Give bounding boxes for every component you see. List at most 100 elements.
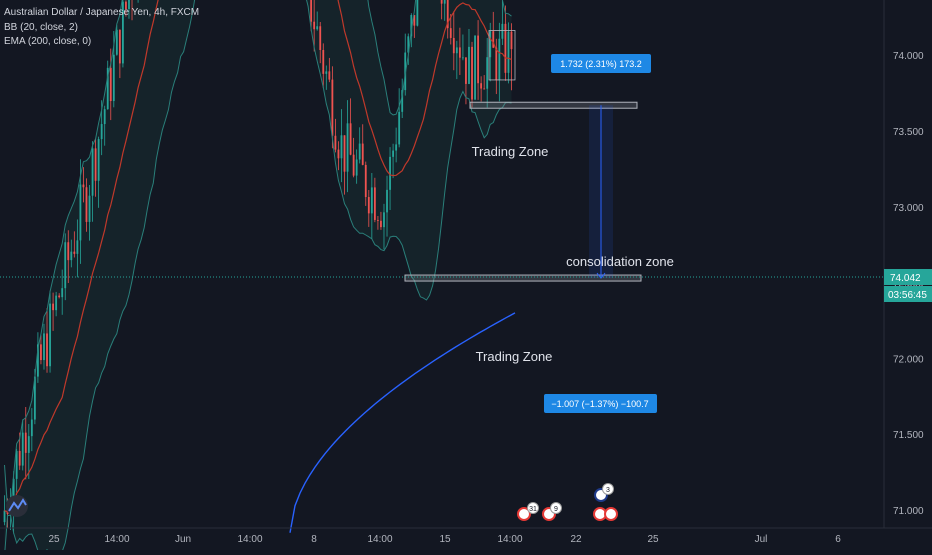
price-tick-label: 71.500: [893, 430, 924, 441]
candle-body: [352, 154, 355, 176]
candle-body: [58, 295, 61, 298]
bollinger-band-fill: [4, 0, 512, 555]
candle: [24, 407, 27, 480]
candle-body: [392, 150, 394, 157]
event-badge-count: 9: [554, 506, 558, 513]
level-rectangle[interactable]: [404, 274, 642, 282]
candle: [3, 495, 6, 526]
time-tick-label: Jun: [175, 534, 191, 545]
event-markers[interactable]: 31 9 3: [517, 483, 618, 521]
candle-body: [73, 251, 76, 254]
candle-body: [380, 220, 382, 228]
candle: [392, 143, 394, 179]
candle-body: [33, 376, 36, 420]
candle-body: [21, 432, 24, 466]
candle-body: [483, 88, 486, 90]
candle: [322, 43, 325, 89]
price-tick-label: 74.000: [893, 51, 924, 62]
candle-body: [468, 46, 470, 84]
time-tick-label: 14:00: [104, 534, 129, 545]
upper-measure-box[interactable]: [551, 54, 651, 73]
candle-body: [446, 0, 449, 29]
candle: [373, 177, 376, 223]
candle-body: [64, 242, 67, 289]
candle: [334, 118, 337, 153]
candle-body: [361, 143, 364, 165]
candle: [21, 419, 24, 471]
time-axis[interactable]: 25 14:00 Jun 14:00 8 14:00 15 14:00 22 25 Jul 6: [0, 527, 932, 545]
candle: [43, 323, 45, 370]
candle: [49, 290, 51, 373]
candle: [510, 23, 513, 91]
candle: [480, 76, 483, 102]
event-marker-circle[interactable]: [517, 507, 531, 521]
lower-measure-box[interactable]: [544, 394, 657, 413]
candle: [55, 291, 58, 317]
candle-body: [115, 29, 118, 55]
event-badge-count: 3: [606, 487, 610, 494]
candle-body: [398, 111, 401, 145]
candle: [76, 219, 79, 278]
time-tick-label: 25: [647, 534, 659, 545]
measure-tools[interactable]: [589, 0, 613, 279]
candle: [355, 149, 358, 184]
candle: [70, 239, 73, 268]
candle: [325, 65, 328, 90]
ema-indicator-legend[interactable]: EMA (200, close, 0): [4, 36, 92, 47]
level-rectangle[interactable]: [469, 101, 638, 109]
candle-body: [377, 219, 379, 221]
candle: [91, 141, 94, 222]
lower-trading-zone-label: Trading Zone: [476, 349, 553, 364]
candle-body: [474, 35, 476, 100]
candle-body: [328, 71, 331, 80]
candle: [389, 147, 391, 211]
candle: [416, 0, 419, 27]
candle-body: [94, 148, 97, 181]
time-tick-label: 14:00: [367, 534, 392, 545]
candle-body: [67, 242, 70, 261]
candle-body: [455, 47, 458, 54]
candle-body: [40, 344, 42, 361]
tradingview-logo[interactable]: [6, 495, 28, 517]
candle: [94, 138, 97, 197]
candle: [310, 0, 313, 32]
bb-lower-line: [4, 0, 512, 555]
horizontal-levels[interactable]: [302, 0, 642, 282]
candle: [58, 293, 61, 299]
event-badge-count: 31: [529, 506, 537, 513]
candle: [52, 292, 54, 331]
candle: [386, 175, 388, 237]
last-price-value: 74.042: [890, 273, 921, 284]
consolidation-box[interactable]: [488, 30, 516, 81]
candle: [446, 0, 449, 39]
candle-body: [128, 0, 130, 10]
candle: [468, 29, 470, 85]
candle-body: [465, 57, 467, 84]
candle-body: [125, 1, 127, 10]
bb-indicator-legend[interactable]: BB (20, close, 2): [4, 22, 78, 33]
candle: [30, 408, 33, 452]
candle-body: [313, 21, 316, 30]
bb-basis-line: [4, 0, 512, 513]
price-tick-label: 73.500: [893, 127, 924, 138]
candle-body: [30, 419, 33, 437]
candle: [452, 11, 455, 71]
event-badge-circle: [527, 502, 539, 514]
upper-trading-zone-label: Trading Zone: [472, 144, 549, 159]
candle-body: [416, 0, 419, 26]
candle-body: [55, 295, 58, 311]
candle-body: [462, 57, 464, 59]
candle: [501, 0, 504, 45]
candle: [343, 135, 346, 195]
candle: [398, 88, 401, 148]
candle: [115, 25, 118, 56]
event-marker-circle[interactable]: [604, 507, 618, 521]
candle-body: [407, 36, 410, 53]
candle-body: [471, 46, 473, 100]
lower-measure-label: −1.007 (−1.37%) −100.7: [551, 399, 648, 409]
candle-body: [103, 109, 106, 125]
candle: [462, 34, 464, 61]
chart-symbol-title[interactable]: Australian Dollar / Japanese Yen, 4h, FX…: [4, 7, 200, 18]
